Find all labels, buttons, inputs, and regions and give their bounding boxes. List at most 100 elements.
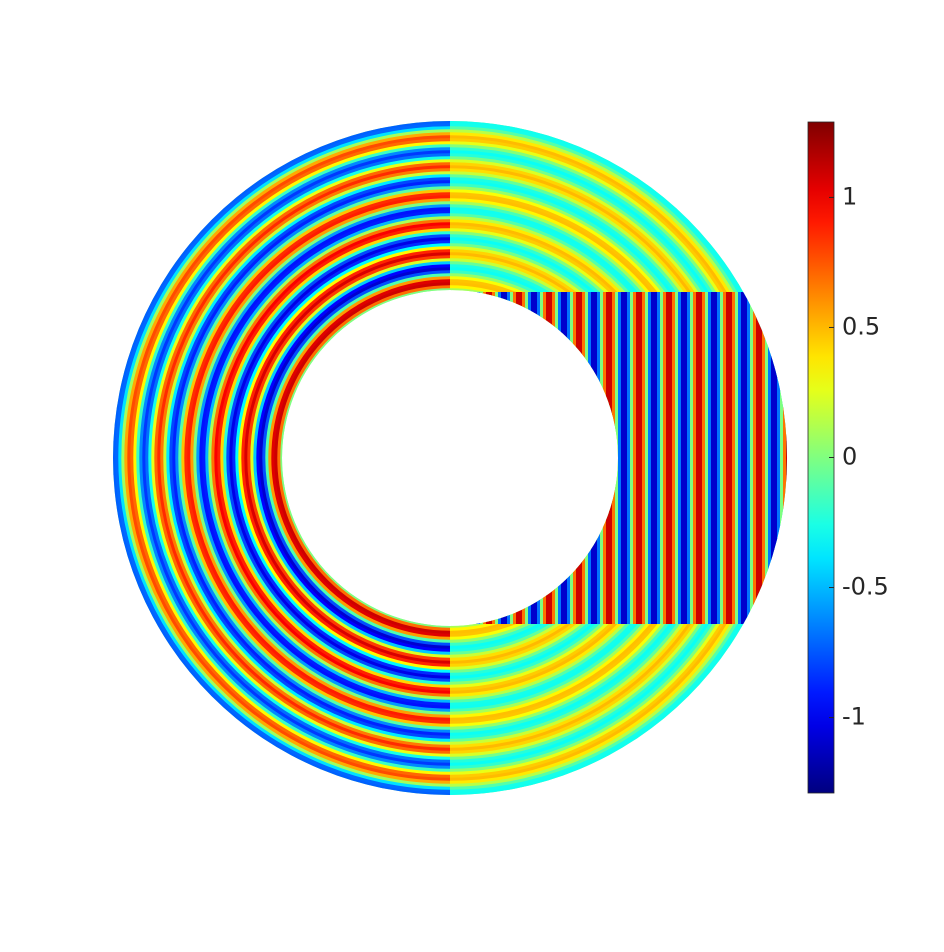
- stripe: [696, 292, 700, 624]
- stripe: [750, 292, 754, 624]
- stripe: [606, 292, 610, 624]
- stripe: [735, 292, 739, 624]
- stripe: [525, 292, 529, 624]
- stripe: [711, 292, 715, 624]
- stripe: [627, 292, 631, 624]
- stripe: [615, 292, 619, 624]
- stripe: [588, 292, 592, 624]
- stripe: [579, 292, 583, 624]
- ring: [450, 291, 617, 625]
- stripe: [453, 292, 457, 624]
- stripe: [693, 292, 697, 624]
- stripe: [591, 292, 595, 624]
- stripe: [741, 292, 745, 624]
- stripe: [474, 292, 478, 624]
- stripe: [762, 292, 766, 624]
- stripe: [510, 292, 514, 624]
- stripe: [585, 292, 589, 624]
- stripe: [555, 292, 559, 624]
- stripe: [738, 292, 742, 624]
- stripe: [492, 292, 496, 624]
- stripe: [465, 292, 469, 624]
- stripe: [663, 292, 667, 624]
- colorbar-tick-label: -0.5: [842, 573, 889, 601]
- stripe: [642, 292, 646, 624]
- field: [113, 121, 792, 795]
- stripe: [654, 292, 658, 624]
- stripe: [489, 292, 493, 624]
- stripe: [624, 292, 628, 624]
- stripe: [570, 292, 574, 624]
- stripe: [645, 292, 649, 624]
- stripe: [573, 292, 577, 624]
- stripe: [501, 292, 505, 624]
- stripe: [705, 292, 709, 624]
- stripe: [771, 292, 775, 624]
- stripe: [699, 292, 703, 624]
- stripe: [471, 292, 475, 624]
- ring: [283, 291, 452, 625]
- stripe: [759, 292, 763, 624]
- stripe: [687, 292, 691, 624]
- stripe: [639, 292, 643, 624]
- stripe: [780, 292, 784, 624]
- stripe: [786, 292, 787, 624]
- stripe: [534, 292, 538, 624]
- stripe: [552, 292, 556, 624]
- stripe: [774, 292, 778, 624]
- stripe: [720, 292, 724, 624]
- stripe: [507, 292, 511, 624]
- stripe: [612, 292, 616, 624]
- stripe: [669, 292, 673, 624]
- ring: [450, 288, 620, 628]
- stripe: [531, 292, 535, 624]
- stripe: [708, 292, 712, 624]
- stripe: [498, 292, 502, 624]
- stripe: [768, 292, 772, 624]
- stripe: [576, 292, 580, 624]
- stripe: [783, 292, 787, 624]
- stripe: [756, 292, 760, 624]
- stripe: [789, 292, 792, 624]
- stripe: [537, 292, 541, 624]
- stripe: [723, 292, 727, 624]
- stripe: [546, 292, 550, 624]
- stripe: [657, 292, 661, 624]
- stripe: [777, 292, 781, 624]
- stripe: [684, 292, 688, 624]
- colorbar-tick-label: -1: [842, 703, 866, 731]
- stripe: [519, 292, 523, 624]
- stripe: [561, 292, 565, 624]
- stripe: [636, 292, 640, 624]
- stripe: [690, 292, 694, 624]
- stripe: [462, 292, 466, 624]
- stripe: [747, 292, 751, 624]
- stripe: [558, 292, 562, 624]
- stripe: [648, 292, 652, 624]
- stripe: [600, 292, 604, 624]
- stripe: [486, 292, 490, 624]
- stripe: [678, 292, 682, 624]
- stripe: [540, 292, 544, 624]
- stripe: [513, 292, 517, 624]
- stripe: [714, 292, 718, 624]
- stripe: [564, 292, 568, 624]
- stripe: [594, 292, 598, 624]
- shadow-stripes: [450, 292, 792, 624]
- stripe: [732, 292, 736, 624]
- stripe: [522, 292, 526, 624]
- stripe: [477, 292, 481, 624]
- stripe: [597, 292, 601, 624]
- stripe: [651, 292, 655, 624]
- stripe: [543, 292, 547, 624]
- stripe: [450, 292, 454, 624]
- stripe: [516, 292, 520, 624]
- ring: [280, 288, 452, 628]
- stripe: [459, 292, 463, 624]
- stripe: [729, 292, 733, 624]
- stripe: [726, 292, 730, 624]
- colorbar: -1 -0.5 0 0.5 1: [807, 121, 889, 794]
- stripe: [549, 292, 553, 624]
